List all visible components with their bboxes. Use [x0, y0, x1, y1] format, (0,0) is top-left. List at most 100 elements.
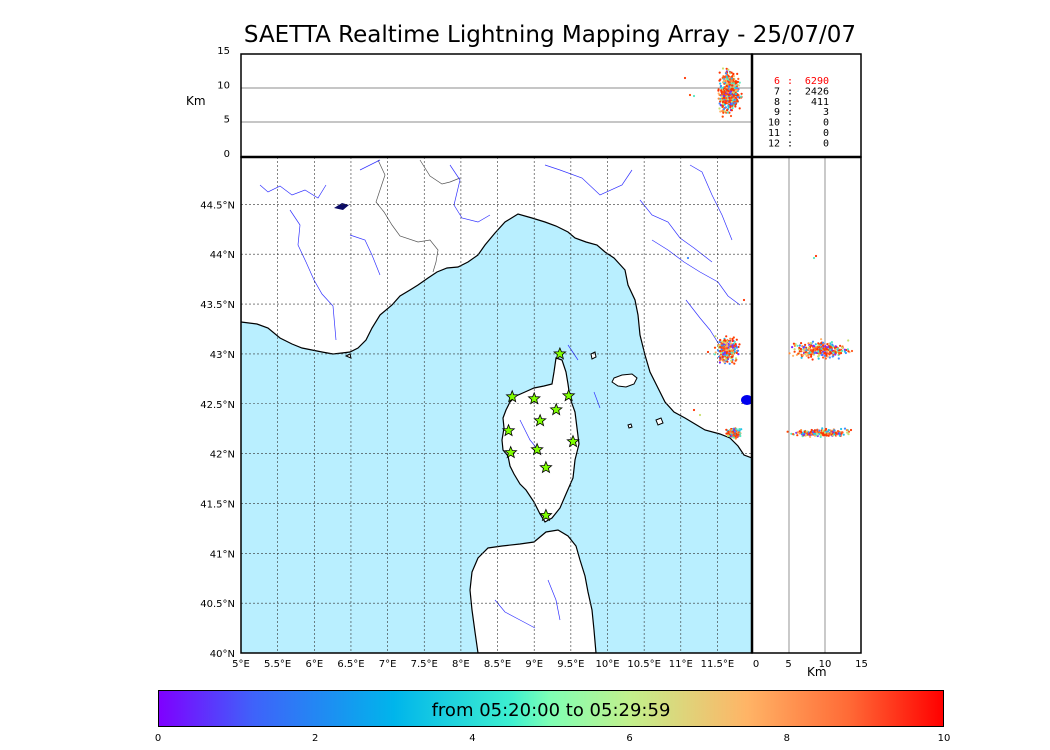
lightning-point: [820, 338, 823, 341]
lightning-point: [735, 351, 738, 354]
lightning-point: [827, 434, 830, 437]
lightning-point: [827, 342, 831, 345]
lightning-point: [740, 92, 743, 95]
lightning-point: [730, 359, 733, 362]
lightning-point: [796, 431, 799, 434]
lightning-point: [821, 429, 825, 432]
lightning-cluster-blue: [741, 395, 752, 405]
lightning-point: [843, 348, 846, 351]
lightning-point: [818, 348, 821, 351]
lightning-point: [814, 343, 817, 346]
lightning-point: [822, 432, 825, 435]
lightning-point: [837, 357, 840, 360]
lightning-point: [730, 355, 733, 359]
lightning-point: [731, 339, 734, 343]
lightning-point: [813, 429, 816, 432]
lightning-point: [827, 352, 830, 355]
lightning-point: [730, 103, 733, 106]
strike-count: 3: [823, 107, 829, 118]
strike-count: 411: [811, 97, 829, 108]
lightning-point: [688, 93, 692, 97]
lightning-point: [725, 72, 728, 75]
lightning-point: [719, 84, 723, 88]
lightning-point: [807, 342, 810, 345]
lightning-point: [719, 346, 722, 349]
station-number: 12: [768, 138, 780, 149]
lon-tick-label: 6.5°E: [337, 659, 364, 670]
lightning-point: [815, 351, 818, 354]
lightning-point: [719, 104, 722, 107]
lightning-point: [724, 93, 728, 96]
lightning-point: [830, 431, 833, 435]
lightning-point: [726, 111, 729, 114]
lightning-point: [729, 337, 732, 340]
sensor-station-star: [533, 413, 547, 427]
lightning-point: [841, 349, 844, 352]
lightning-point: [737, 353, 740, 356]
lightning-point: [740, 428, 743, 431]
lightning-point: [724, 97, 728, 100]
lightning-point: [819, 351, 822, 354]
lightning-point: [730, 349, 734, 352]
lon-tick-label: 8°E: [452, 659, 470, 670]
lightning-point: [813, 351, 816, 355]
lightning-point: [735, 427, 738, 431]
lightning-point: [818, 429, 821, 432]
time-colorbar: [158, 690, 944, 727]
lightning-point: [713, 353, 716, 356]
lightning-point: [826, 350, 829, 353]
lightning-point: [800, 356, 803, 359]
lightning-point: [730, 87, 733, 90]
lightning-point: [821, 344, 825, 347]
altitude-axis-label: Km: [186, 94, 206, 108]
lightning-point: [721, 346, 724, 349]
lightning-point: [737, 431, 740, 434]
lightning-point: [841, 346, 844, 349]
lightning-point: [807, 353, 810, 356]
lightning-point: [724, 353, 727, 356]
lightning-point: [807, 356, 810, 359]
lightning-point: [808, 348, 811, 351]
lightning-point: [733, 350, 737, 353]
lightning-point: [729, 428, 733, 431]
lightning-point: [731, 84, 734, 87]
corsica-island: [501, 357, 580, 523]
lightning-point: [824, 428, 827, 432]
lon-tick-label: 9.5°E: [557, 659, 584, 670]
lightning-point: [733, 348, 736, 351]
lightning-point: [725, 428, 728, 431]
lightning-point: [730, 109, 734, 112]
lightning-point: [738, 429, 741, 432]
lon-tick-label: 10°E: [595, 659, 619, 670]
lightning-point: [817, 342, 820, 345]
lightning-point: [829, 348, 832, 351]
lightning-point: [733, 102, 736, 105]
lightning-point: [811, 358, 814, 361]
lightning-point: [827, 429, 830, 432]
lightning-point: [734, 359, 737, 362]
lightning-point: [726, 101, 729, 104]
lightning-point: [816, 428, 819, 431]
lightning-point: [724, 76, 727, 79]
lightning-point: [726, 356, 729, 359]
lat-tick-label: 40.5°N: [200, 599, 235, 610]
lightning-point: [809, 342, 812, 345]
lightning-strikes-alt-lat: [786, 254, 854, 438]
lightning-point: [723, 338, 726, 341]
stats-panel: 6: 6290 7: 2426 8: 411 9: 3 10: 0 11: 0 12: 0: [751, 53, 862, 158]
lightning-point: [713, 346, 717, 349]
lightning-point: [727, 68, 730, 71]
latitude-tick-labels: 44.5°N 44°N 43.5°N 43°N 42.5°N 42°N 41.5°N 41°N…: [200, 200, 235, 660]
lightning-point: [731, 107, 734, 110]
lightning-point: [729, 83, 732, 86]
lightning-point: [795, 353, 799, 356]
lightning-point: [828, 432, 831, 436]
lightning-point: [836, 430, 840, 433]
lightning-point: [814, 254, 818, 258]
lightning-point: [723, 91, 726, 94]
lightning-point: [810, 355, 813, 358]
lightning-point: [845, 429, 849, 432]
lightning-point: [721, 115, 724, 118]
lightning-point: [717, 344, 720, 347]
lightning-point: [819, 433, 822, 436]
